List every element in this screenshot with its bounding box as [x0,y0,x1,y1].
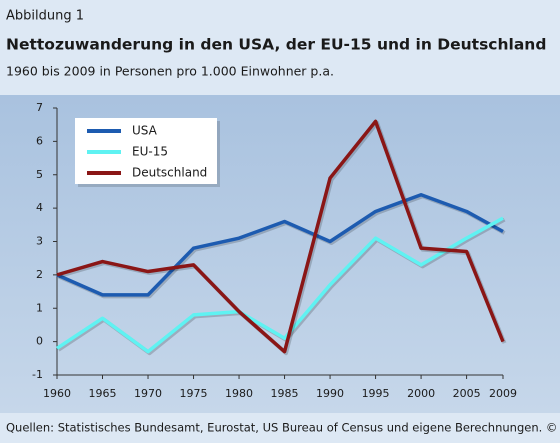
chart-title: Nettozuwanderung in den USA, der EU-15 u… [6,36,546,54]
y-tick-label: -1 [32,368,43,381]
x-tick-label: 1985 [271,387,299,400]
source: Quellen: Statistisches Bundesamt, Eurost… [6,421,560,435]
x-tick-label: 1970 [134,387,162,400]
legend-label: Deutschland [132,166,207,180]
x-tick-label: 1980 [225,387,253,400]
y-tick-label: 6 [36,134,43,147]
x-tick-label: 2005 [453,387,481,400]
series-line [56,193,504,297]
y-tick-label: 0 [36,335,43,348]
series-line [56,119,505,354]
legend-label: USA [132,124,158,138]
y-tick-label: 5 [36,168,43,181]
x-tick-label: 1965 [89,387,117,400]
y-tick-label: 2 [36,268,43,281]
series-line [56,216,504,354]
y-tick-label: 7 [36,101,43,114]
legend-label: EU-15 [132,145,168,159]
x-tick-label: 1990 [316,387,344,400]
x-tick-label: 1975 [180,387,208,400]
x-tick-label: 2009 [489,387,517,400]
y-tick-label: 3 [36,235,43,248]
x-tick-label: 1995 [362,387,390,400]
y-tick-label: 1 [36,301,43,314]
caption: Abbildung 1 [6,9,84,24]
y-tick-label: 4 [36,201,43,214]
subtitle: 1960 bis 2009 in Personen pro 1.000 Einw… [6,64,334,79]
x-tick-label: 1960 [43,387,71,400]
x-tick-label: 2000 [407,387,435,400]
